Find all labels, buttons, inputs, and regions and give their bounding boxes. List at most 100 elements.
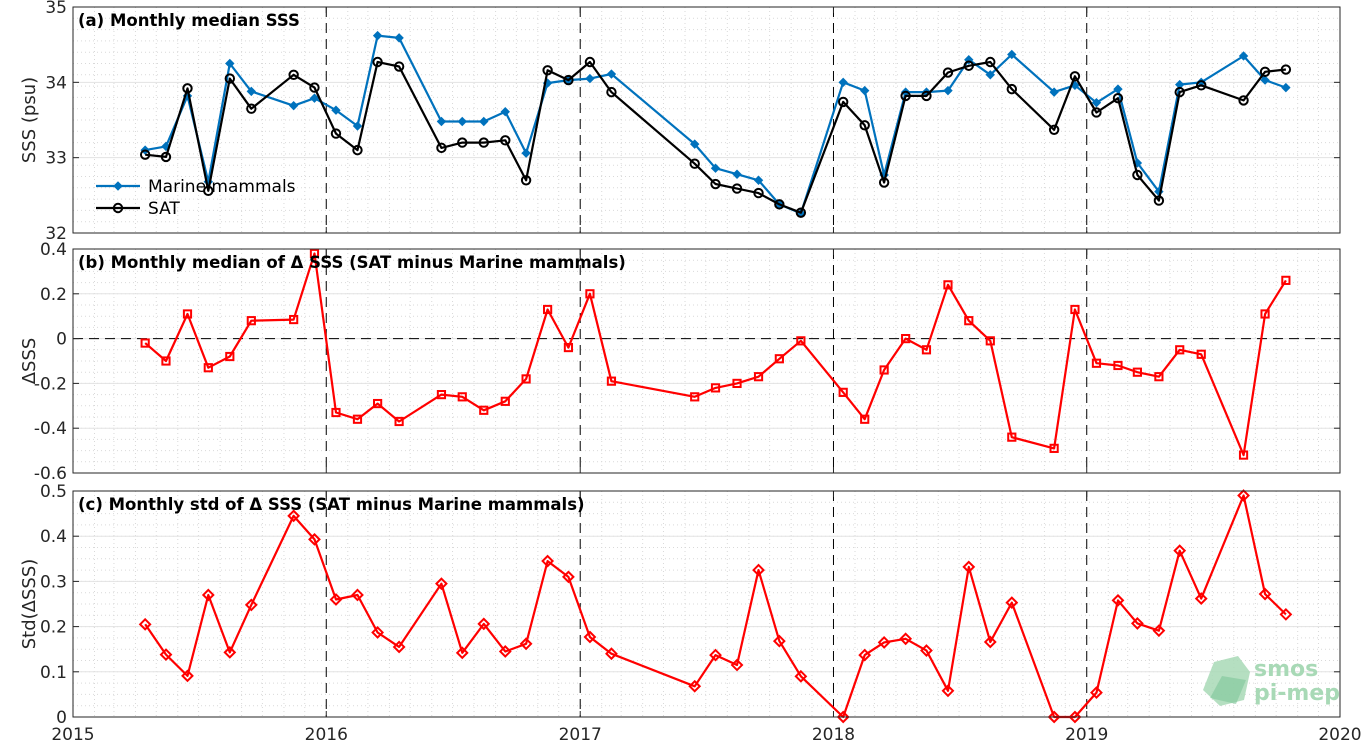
data-point <box>859 120 870 131</box>
data-point <box>372 30 383 41</box>
data-point <box>563 74 574 86</box>
legend-label: SAT <box>148 199 180 219</box>
data-point <box>371 626 385 639</box>
data-point <box>1132 169 1143 181</box>
data-point <box>479 405 489 415</box>
data-point <box>899 632 913 646</box>
data-point <box>710 163 721 173</box>
data-point <box>709 648 722 662</box>
data-point <box>688 679 702 693</box>
data-point <box>372 56 383 68</box>
y-axis-label: SSS (psu) <box>19 77 40 163</box>
x-tick-label: 2020 <box>1318 725 1361 745</box>
series-c-0 <box>138 489 1293 724</box>
data-point <box>753 372 764 382</box>
x-tick-label: 2018 <box>812 725 855 745</box>
data-point <box>962 560 976 574</box>
data-point <box>584 56 596 68</box>
data-point <box>1238 450 1249 460</box>
data-point <box>138 617 152 631</box>
series-b-0 <box>140 248 1291 460</box>
data-point <box>182 83 193 94</box>
data-point <box>859 85 870 96</box>
data-point <box>330 128 342 139</box>
data-point <box>1237 489 1250 502</box>
data-point <box>858 648 872 662</box>
data-point <box>543 304 553 315</box>
x-tick-label: 2017 <box>559 725 602 745</box>
data-point <box>373 398 383 409</box>
data-point <box>1091 358 1102 368</box>
data-point <box>309 82 320 93</box>
data-point <box>351 588 364 602</box>
data-point <box>563 342 574 353</box>
data-point <box>1049 443 1059 453</box>
data-point <box>731 183 743 194</box>
data-point <box>288 69 299 81</box>
data-point <box>983 635 997 649</box>
data-point <box>1091 97 1102 108</box>
panel-title-a: (a) Monthly median SSS <box>78 11 300 30</box>
data-point <box>562 570 575 584</box>
data-point <box>541 554 555 568</box>
y-tick-label: 33 <box>45 149 67 169</box>
data-point <box>836 710 850 724</box>
data-point <box>246 316 256 326</box>
panel-title-c: (c) Monthly std of Δ SSS (SAT minus Mari… <box>78 495 585 514</box>
y-tick-label: 0.4 <box>40 240 67 260</box>
data-point <box>1196 349 1206 359</box>
data-point <box>753 187 764 199</box>
data-point <box>1132 367 1142 377</box>
y-tick-label: 32 <box>45 224 67 244</box>
data-point <box>1173 544 1187 558</box>
data-point <box>139 149 151 160</box>
data-point <box>352 144 363 156</box>
data-point <box>838 77 848 88</box>
data-point <box>732 169 742 179</box>
data-point <box>309 93 320 103</box>
data-point <box>753 175 764 185</box>
logo-text-pimep: pi-mep <box>1254 681 1340 706</box>
data-point <box>182 309 193 319</box>
data-point <box>394 33 404 43</box>
legend-marker <box>113 181 123 191</box>
data-point <box>1068 710 1082 724</box>
data-point <box>223 645 237 659</box>
y-tick-label: 0.1 <box>40 663 67 683</box>
y-axis-label: Std(ΔSSS) <box>19 559 40 650</box>
data-point <box>1194 592 1208 605</box>
data-point <box>309 248 320 259</box>
data-point <box>457 137 468 148</box>
data-point <box>1049 87 1059 97</box>
data-point <box>877 636 891 649</box>
logo-text-smos: smos <box>1254 657 1318 682</box>
data-point <box>519 637 533 651</box>
data-point <box>436 142 447 154</box>
y-tick-label: 35 <box>45 0 67 18</box>
data-point <box>479 116 489 127</box>
data-point <box>1113 360 1123 371</box>
data-point <box>964 316 974 326</box>
data-point <box>225 351 235 362</box>
data-point <box>244 598 258 612</box>
data-point <box>246 103 257 114</box>
data-point <box>985 56 996 68</box>
data-point <box>203 185 214 197</box>
data-point <box>1259 66 1271 77</box>
data-point <box>392 640 406 654</box>
logo-shape <box>1210 676 1246 704</box>
x-tick-label: 2016 <box>305 725 348 745</box>
data-point <box>606 86 617 98</box>
data-point <box>772 634 786 648</box>
data-point <box>457 116 467 127</box>
data-point <box>203 363 213 373</box>
data-point <box>606 69 617 79</box>
data-point <box>329 593 343 606</box>
data-point <box>796 336 806 346</box>
data-point <box>689 158 700 169</box>
y-tick-label: 34 <box>45 73 67 93</box>
y-tick-label: 0 <box>56 708 67 728</box>
data-point <box>1260 75 1270 85</box>
data-point <box>1007 49 1017 60</box>
